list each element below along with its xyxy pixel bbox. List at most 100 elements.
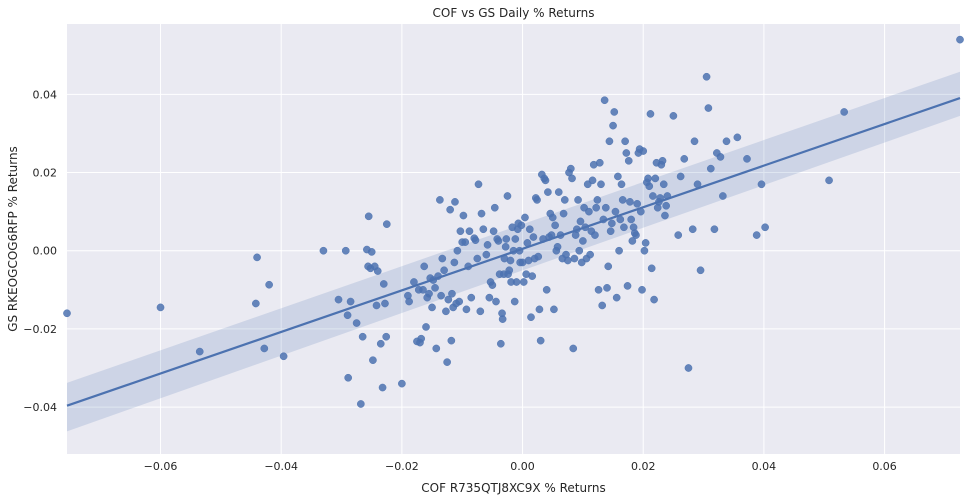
scatter-point <box>519 278 528 286</box>
scatter-point <box>618 196 627 204</box>
scatter-point <box>503 192 512 200</box>
y-tick-label: −0.04 <box>23 401 57 414</box>
scatter-point <box>606 227 615 236</box>
scatter-point <box>575 246 584 255</box>
scatter-point <box>422 323 430 331</box>
scatter-point <box>688 225 697 234</box>
scatter-point <box>474 180 483 189</box>
scatter-point <box>382 220 391 228</box>
scatter-point <box>662 201 671 210</box>
scatter-point <box>260 344 269 353</box>
scatter-point <box>364 212 373 221</box>
scatter-point <box>451 198 459 206</box>
scatter-point <box>438 254 447 263</box>
scatter-point <box>476 307 485 316</box>
scatter-point <box>598 301 607 310</box>
scatter-point <box>610 108 619 116</box>
scatter-point <box>535 305 544 314</box>
scatter-point <box>425 289 433 298</box>
scatter-point <box>63 309 71 318</box>
scatter-point <box>195 347 204 356</box>
scatter-point <box>641 239 650 247</box>
scatter-point <box>704 104 713 112</box>
scatter-point <box>593 196 602 204</box>
x-tick-label: 0.00 <box>510 460 535 473</box>
scatter-point <box>608 219 616 228</box>
scatter-points <box>63 35 964 408</box>
scatter-point <box>702 72 711 81</box>
scatter-point <box>382 332 391 341</box>
scatter-point <box>553 242 562 251</box>
scatter-point <box>658 156 667 165</box>
scatter-point <box>341 246 350 255</box>
scatter-point <box>649 192 657 200</box>
scatter-point <box>669 112 678 120</box>
scatter-point <box>528 272 537 280</box>
y-tick-label: −0.02 <box>23 323 57 336</box>
scatter-point <box>450 258 459 267</box>
scatter-point <box>594 285 603 294</box>
scatter-point <box>592 203 601 212</box>
scatter-point <box>492 297 500 306</box>
scatter-point <box>597 180 605 189</box>
y-tick-label: 0.04 <box>33 88 58 101</box>
scatter-point <box>279 352 288 361</box>
scatter-point <box>603 284 611 292</box>
scatter-point <box>343 311 352 320</box>
scatter-point <box>633 199 642 208</box>
scatter-point <box>485 293 494 302</box>
scatter-point <box>483 241 492 249</box>
scatter-point <box>566 164 575 173</box>
scatter-point <box>467 293 476 302</box>
scatter-point <box>647 264 656 273</box>
scatter-point <box>405 297 413 306</box>
scatter-point <box>502 235 511 243</box>
scatter-point <box>252 299 260 308</box>
scatter-point <box>716 153 725 161</box>
scatter-point <box>477 209 486 218</box>
scatter-point <box>743 155 751 163</box>
scatter-point <box>521 213 529 222</box>
scatter-point <box>639 147 648 155</box>
scatter-point <box>646 110 655 118</box>
scatter-point <box>443 358 451 366</box>
scatter-point <box>604 262 613 271</box>
scatter-point <box>431 284 439 292</box>
scatter-point <box>490 203 499 212</box>
chart-title: COF vs GS Daily % Returns <box>433 6 595 20</box>
scatter-point <box>453 246 462 255</box>
scatter-point <box>358 332 367 341</box>
x-tick-label: 0.04 <box>752 460 777 473</box>
scatter-point <box>498 315 507 323</box>
scatter-point <box>651 174 660 183</box>
x-tick-label: −0.02 <box>385 460 419 473</box>
scatter-point <box>398 379 406 388</box>
scatter-point <box>461 238 470 246</box>
scatter-point <box>548 213 557 222</box>
scatter-point <box>525 225 534 234</box>
scatter-point <box>534 252 543 261</box>
scatter-point <box>761 223 769 232</box>
scatter-point <box>420 262 429 271</box>
scatter-point <box>542 285 551 294</box>
scatter-point <box>479 225 488 234</box>
scatter-point <box>378 383 387 392</box>
scatter-point <box>419 285 427 294</box>
x-tick-label: −0.04 <box>264 460 298 473</box>
scatter-point <box>632 231 640 239</box>
scatter-point <box>156 303 165 312</box>
scatter-point <box>706 164 715 173</box>
scatter-point <box>638 285 646 294</box>
scatter-point <box>722 137 731 146</box>
scatter-point <box>550 305 558 314</box>
scatter-point <box>346 297 355 306</box>
scatter-point <box>471 236 480 245</box>
y-tick-label: 0.00 <box>33 245 58 258</box>
scatter-point <box>624 156 633 165</box>
scatter-point <box>680 155 689 163</box>
x-axis-label: COF R735QTJ8XC9X % Returns <box>421 481 605 495</box>
scatter-point <box>825 176 833 185</box>
scatter-point <box>574 196 582 204</box>
scatter-point <box>710 225 719 234</box>
scatter-point <box>465 227 474 236</box>
